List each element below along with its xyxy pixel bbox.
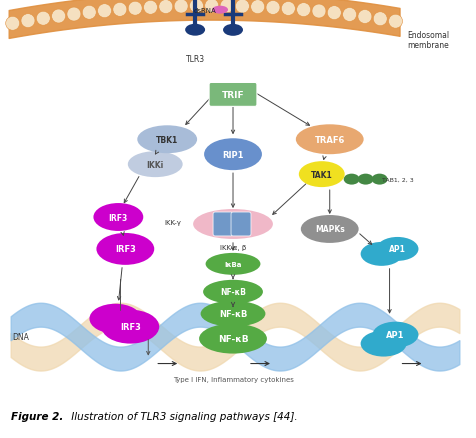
Text: TRIF: TRIF xyxy=(222,91,244,100)
Ellipse shape xyxy=(200,301,266,327)
Ellipse shape xyxy=(97,233,154,265)
Circle shape xyxy=(358,11,372,25)
Text: IRF3: IRF3 xyxy=(109,213,128,222)
Ellipse shape xyxy=(361,242,403,266)
Circle shape xyxy=(343,8,357,22)
Text: NF-κB: NF-κB xyxy=(220,288,246,297)
Circle shape xyxy=(312,5,326,19)
Ellipse shape xyxy=(204,139,262,171)
Circle shape xyxy=(36,12,50,26)
Text: TBK1: TBK1 xyxy=(156,135,178,145)
Circle shape xyxy=(67,8,81,22)
Circle shape xyxy=(220,0,234,14)
Ellipse shape xyxy=(89,304,141,334)
Ellipse shape xyxy=(373,322,418,348)
FancyBboxPatch shape xyxy=(209,83,257,107)
Ellipse shape xyxy=(101,310,159,344)
Text: RIP1: RIP1 xyxy=(222,150,244,159)
Ellipse shape xyxy=(361,331,407,357)
Circle shape xyxy=(6,17,20,31)
Text: NF-κB: NF-κB xyxy=(219,310,247,318)
Circle shape xyxy=(236,0,249,14)
Text: Type I IFN, Inflammatory cytokines: Type I IFN, Inflammatory cytokines xyxy=(173,377,293,383)
Text: MAPKs: MAPKs xyxy=(315,225,345,234)
Ellipse shape xyxy=(301,215,358,244)
Ellipse shape xyxy=(206,253,260,275)
Text: IκBa: IκBa xyxy=(224,261,242,267)
Text: IKK-α, β: IKK-α, β xyxy=(220,244,246,251)
Ellipse shape xyxy=(203,280,263,304)
Circle shape xyxy=(388,15,403,29)
Ellipse shape xyxy=(299,162,345,187)
Ellipse shape xyxy=(185,25,205,37)
Circle shape xyxy=(174,0,188,14)
Circle shape xyxy=(189,0,203,14)
Ellipse shape xyxy=(357,174,374,185)
Text: IRF3: IRF3 xyxy=(115,245,136,254)
Text: DNA: DNA xyxy=(13,332,30,341)
FancyBboxPatch shape xyxy=(213,212,233,237)
Ellipse shape xyxy=(372,174,387,185)
Ellipse shape xyxy=(296,125,364,155)
Ellipse shape xyxy=(137,126,197,154)
Ellipse shape xyxy=(193,209,273,240)
Circle shape xyxy=(266,1,280,15)
Text: Ilustration of TLR3 signaling pathways [44].: Ilustration of TLR3 signaling pathways [… xyxy=(69,411,298,421)
Text: TAB1, 2, 3: TAB1, 2, 3 xyxy=(382,177,413,182)
Text: AP1: AP1 xyxy=(389,245,406,254)
Circle shape xyxy=(281,3,295,16)
Circle shape xyxy=(144,1,158,15)
Circle shape xyxy=(297,4,311,18)
Circle shape xyxy=(159,0,173,14)
Circle shape xyxy=(251,1,265,14)
Circle shape xyxy=(21,14,35,28)
Circle shape xyxy=(51,10,66,24)
Ellipse shape xyxy=(212,7,228,14)
Text: IKK-γ: IKK-γ xyxy=(164,219,181,226)
Text: IKKi: IKKi xyxy=(147,160,164,169)
Circle shape xyxy=(82,6,96,20)
Text: NF-κB: NF-κB xyxy=(218,334,248,343)
Ellipse shape xyxy=(128,152,183,178)
Text: IRF3: IRF3 xyxy=(120,322,141,332)
Circle shape xyxy=(98,5,111,19)
Text: Endosomal
membrane: Endosomal membrane xyxy=(407,31,450,50)
Ellipse shape xyxy=(93,204,143,231)
Text: TLR3: TLR3 xyxy=(186,54,205,64)
Circle shape xyxy=(205,0,219,14)
Text: dsRNA: dsRNA xyxy=(193,7,216,14)
Ellipse shape xyxy=(199,324,267,354)
Circle shape xyxy=(128,2,142,16)
Text: Figure 2.: Figure 2. xyxy=(10,411,63,421)
Ellipse shape xyxy=(223,25,243,37)
Ellipse shape xyxy=(344,174,360,185)
Text: TAK1: TAK1 xyxy=(311,170,333,179)
Ellipse shape xyxy=(377,237,418,261)
Circle shape xyxy=(373,13,387,27)
Text: AP1: AP1 xyxy=(387,330,405,339)
Circle shape xyxy=(113,4,127,17)
Text: TRAF6: TRAF6 xyxy=(315,135,345,145)
Circle shape xyxy=(327,7,341,21)
FancyBboxPatch shape xyxy=(231,212,251,237)
